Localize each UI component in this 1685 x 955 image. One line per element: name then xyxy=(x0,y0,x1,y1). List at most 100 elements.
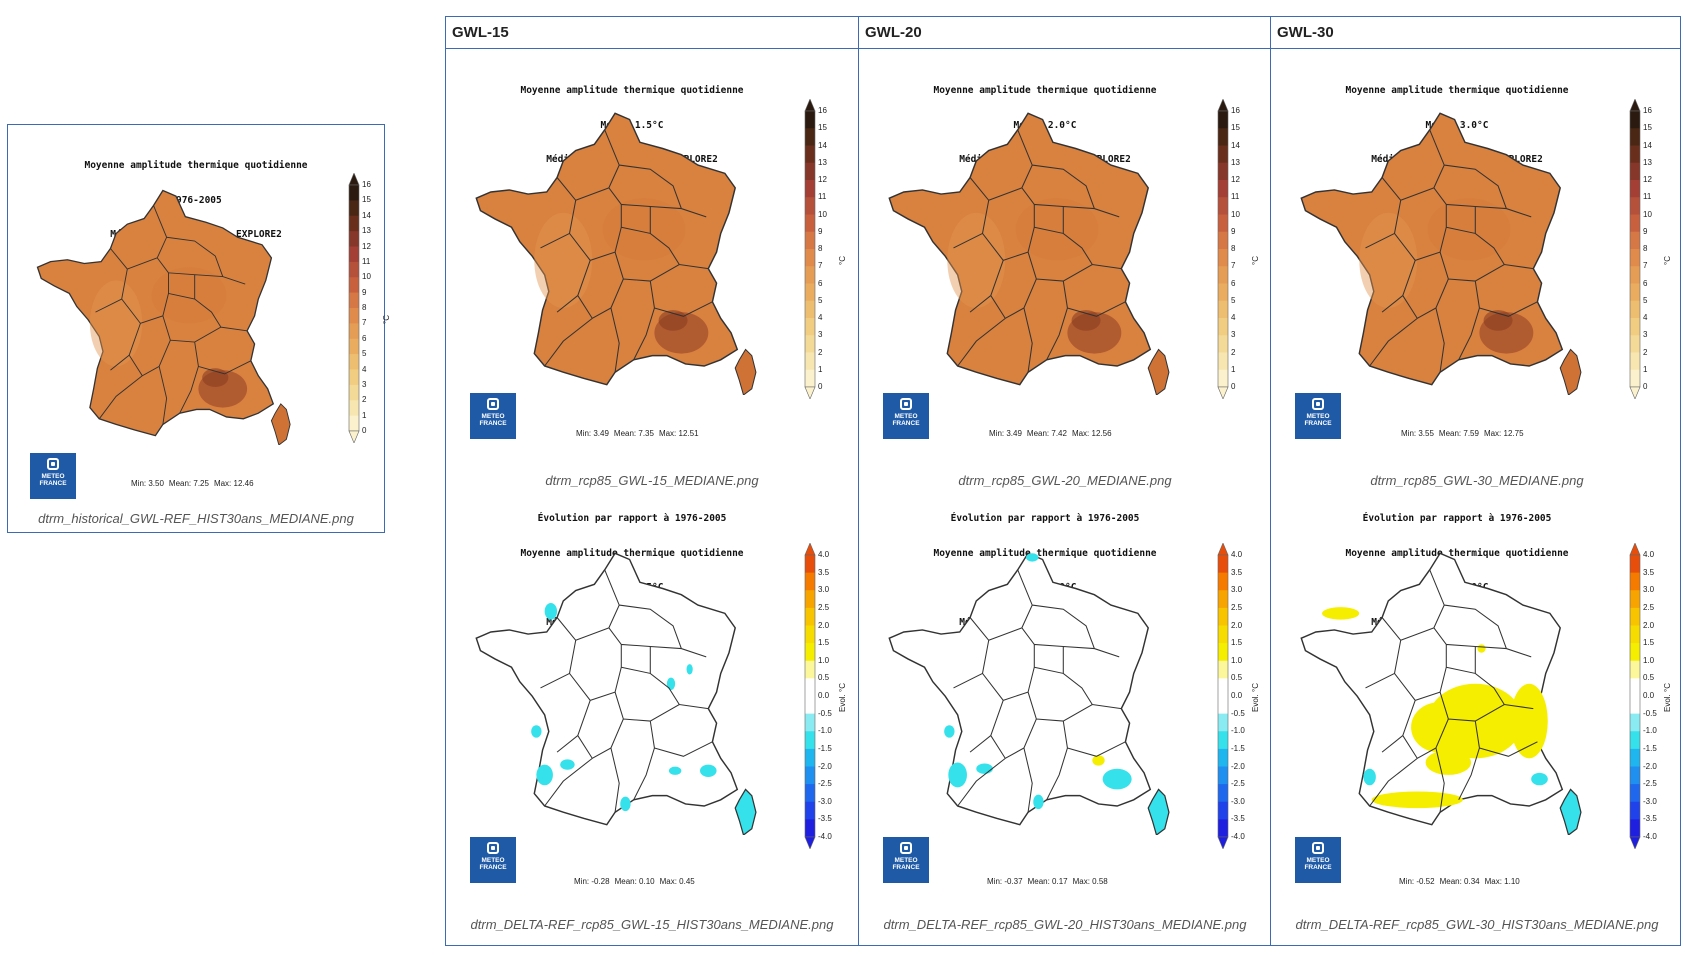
delta-map-panel: Évolution par rapport à 1976-2005 Moyenn… xyxy=(1271,487,1683,945)
colorbar-tick-label: 6 xyxy=(1643,278,1648,288)
colorbar-tick-label: 5 xyxy=(362,349,367,359)
absolute-colorbar: 16 15 14 13 12 11 10 9 8 7 6 5 4 3 2 1 0 °C xyxy=(1629,99,1672,399)
colorbar-tick-label: -4.0 xyxy=(1643,832,1657,841)
colorbar-tick-label: 4.0 xyxy=(1231,550,1243,559)
delta-colorbar: 4.0 3.5 3.0 2.5 2.0 1.5 1.0 0.5 0.0 -0.5 -1.0 -1.5 -… xyxy=(1217,543,1260,849)
colorbar-tick-label: 10 xyxy=(362,272,371,282)
colorbar-tick-label: 14 xyxy=(1231,140,1240,150)
colorbar-tick-label: 1 xyxy=(1231,364,1236,374)
colorbar-tick-label: -2.0 xyxy=(1643,761,1657,771)
colorbar-tick-label: 6 xyxy=(362,333,367,343)
colorbar-tick-label: 8 xyxy=(362,303,367,312)
colorbar-tick-label: 7 xyxy=(362,318,367,328)
colorbar-tick-label: 0 xyxy=(818,382,823,391)
colorbar-tick-label: 3 xyxy=(362,379,367,389)
colorbar-tick-label: 4 xyxy=(1231,313,1236,322)
colorbar-tick-label: 15 xyxy=(818,123,827,133)
delta-map xyxy=(888,552,1170,835)
colorbar-tick-label: 0.0 xyxy=(818,691,830,700)
colorbar-tick-label: 12 xyxy=(818,175,827,184)
colorbar-unit-label: Evol. °C xyxy=(1663,683,1672,712)
absolute-map-panel: Moyenne amplitude thermique quotidienne … xyxy=(1271,49,1683,488)
colorbar-tick-label: 13 xyxy=(362,226,371,236)
colorbar-tick-label: -2.0 xyxy=(1231,761,1245,771)
colorbar-tick-label: 11 xyxy=(1231,192,1240,202)
meteo-france-logo: METEO FRANCE xyxy=(1295,837,1341,883)
colorbar-tick-label: 0.5 xyxy=(1643,673,1655,683)
colorbar-tick-label: -0.5 xyxy=(1643,708,1657,718)
colorbar-tick-label: 2.0 xyxy=(818,620,830,630)
colorbar-tick-label: 14 xyxy=(362,210,371,220)
colorbar-tick-label: 3.5 xyxy=(818,567,830,577)
colorbar-tick-label: 0 xyxy=(1231,382,1236,391)
colorbar-tick-label: -2.5 xyxy=(1643,779,1657,789)
colorbar-tick-label: 3.0 xyxy=(1231,585,1243,595)
colorbar-tick-label: 11 xyxy=(818,192,827,202)
colorbar-tick-label: 5 xyxy=(818,295,823,305)
colorbar-tick-label: 3.0 xyxy=(1643,585,1655,595)
colorbar-tick-label: 11 xyxy=(362,256,371,266)
colorbar-tick-label: 3.5 xyxy=(1643,567,1655,577)
colorbar-tick-label: 12 xyxy=(1231,175,1240,184)
delta-map-filename: dtrm_DELTA-REF_rcp85_GWL-30_HIST30ans_ME… xyxy=(1295,917,1659,932)
meteo-france-logo: METEO FRANCE xyxy=(883,393,929,439)
colorbar-tick-label: 14 xyxy=(1643,140,1652,150)
absolute-map xyxy=(468,105,758,395)
absolute-colorbar: 16 15 14 13 12 11 10 9 8 7 6 5 4 3 2 1 0 °C xyxy=(804,99,847,399)
colorbar-tick-label: 15 xyxy=(1231,123,1240,133)
colorbar-unit-label: Evol. °C xyxy=(1251,683,1260,712)
colorbar-tick-label: 11 xyxy=(1643,192,1652,202)
colorbar-tick-label: 0.5 xyxy=(1231,673,1243,683)
colorbar-tick-label: 3 xyxy=(1643,330,1648,340)
colorbar-tick-label: 1.5 xyxy=(818,638,830,648)
delta-map xyxy=(475,552,757,835)
historical-filename: dtrm_historical_GWL-REF_HIST30ans_MEDIAN… xyxy=(38,511,354,526)
absolute-map-filename: dtrm_rcp85_GWL-20_MEDIANE.png xyxy=(958,473,1172,488)
colorbar-tick-label: 1.5 xyxy=(1231,638,1243,648)
colorbar-tick-label: -4.0 xyxy=(818,832,832,841)
delta-map-panel: Évolution par rapport à 1976-2005 Moyenn… xyxy=(859,487,1271,945)
meteo-france-logo: METEO FRANCE xyxy=(1295,393,1341,439)
colorbar-tick-label: 9 xyxy=(1643,226,1648,236)
gwl-comparison-grid: GWL-15 Moyenne amplitude thermique quoti… xyxy=(445,16,1681,946)
colorbar-tick-label: 3 xyxy=(818,330,823,340)
colorbar-tick-label: 2.5 xyxy=(1643,602,1655,612)
colorbar-tick-label: 9 xyxy=(1231,226,1236,236)
colorbar-tick-label: 3.5 xyxy=(1231,567,1243,577)
colorbar-tick-label: 13 xyxy=(1643,157,1652,167)
colorbar-tick-label: 1.5 xyxy=(1643,638,1655,648)
colorbar-tick-label: 0.0 xyxy=(1231,691,1243,700)
colorbar-tick-label: 5 xyxy=(1231,295,1236,305)
meteo-france-logo: METEO FRANCE xyxy=(883,837,929,883)
colorbar-tick-label: 5 xyxy=(1643,295,1648,305)
colorbar-tick-label: 16 xyxy=(818,106,827,115)
colorbar-tick-label: 3 xyxy=(1231,330,1236,340)
delta-map xyxy=(1300,552,1582,835)
delta-map-panel: Évolution par rapport à 1976-2005 Moyenn… xyxy=(446,487,858,945)
absolute-map-filename: dtrm_rcp85_GWL-30_MEDIANE.png xyxy=(1370,473,1584,488)
colorbar-tick-label: 6 xyxy=(1231,278,1236,288)
colorbar-tick-label: -0.5 xyxy=(818,708,832,718)
colorbar-tick-label: 16 xyxy=(1643,106,1652,115)
colorbar-tick-label: -1.0 xyxy=(1643,726,1657,736)
colorbar-tick-label: 8 xyxy=(818,244,823,253)
historical-panel: Moyenne amplitude thermique quotidienne … xyxy=(7,124,391,533)
colorbar-tick-label: 1 xyxy=(362,410,367,420)
colorbar-tick-label: 10 xyxy=(1231,209,1240,219)
delta-colorbar: 4.0 3.5 3.0 2.5 2.0 1.5 1.0 0.5 0.0 -0.5 -1.0 -1.5 -… xyxy=(804,543,847,849)
colorbar-tick-label: -3.5 xyxy=(1643,814,1657,824)
colorbar-tick-label: -0.5 xyxy=(1231,708,1245,718)
colorbar-tick-label: 0 xyxy=(1643,382,1648,391)
colorbar-tick-label: 0 xyxy=(362,426,367,435)
colorbar-tick-label: 1.0 xyxy=(818,655,830,665)
colorbar-unit-label: °C xyxy=(838,256,847,265)
colorbar-tick-label: -3.0 xyxy=(1643,796,1657,806)
colorbar-tick-label: 13 xyxy=(1231,157,1240,167)
column-header: GWL-15 xyxy=(446,17,858,49)
colorbar-tick-label: 4.0 xyxy=(818,550,830,559)
delta-colorbar: 4.0 3.5 3.0 2.5 2.0 1.5 1.0 0.5 0.0 -0.5 -1.0 -1.5 -… xyxy=(1629,543,1672,849)
colorbar-tick-label: 1.0 xyxy=(1231,655,1243,665)
colorbar-tick-label: -3.5 xyxy=(818,814,832,824)
colorbar-tick-label: 2.0 xyxy=(1231,620,1243,630)
colorbar-tick-label: 15 xyxy=(362,195,371,205)
